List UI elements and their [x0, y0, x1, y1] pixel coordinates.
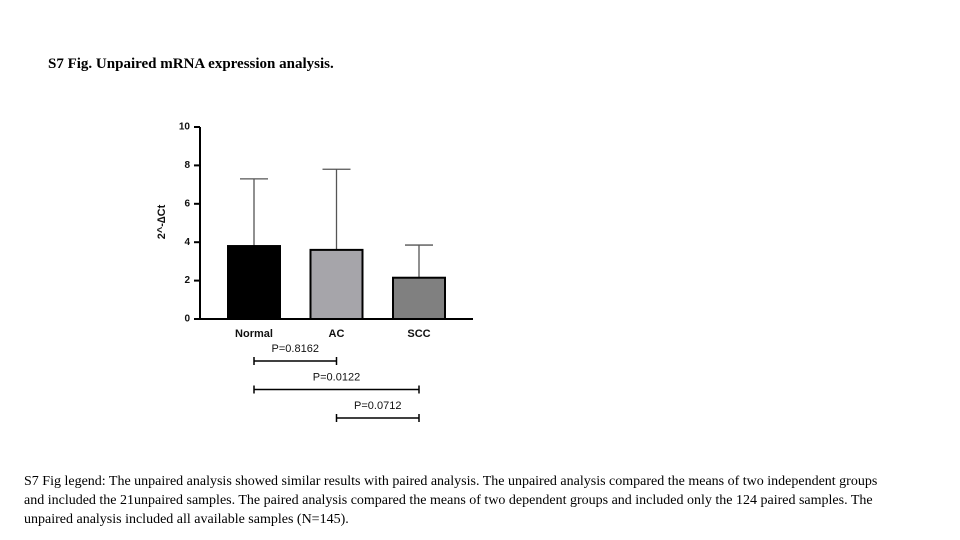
- y-tick-label: 2: [184, 275, 190, 286]
- y-tick-label: 6: [184, 198, 190, 209]
- p-value-label: P=0.0712: [354, 400, 401, 412]
- chart: 2^-∆Ct 0 2 4 6 8 10 Normal AC SCC P=0.8162 P=0.012…: [156, 122, 473, 422]
- y-tick-label: 0: [184, 314, 190, 325]
- y-tick-label: 8: [184, 160, 190, 171]
- bar: [392, 276, 446, 320]
- y-tick-label: 10: [179, 122, 191, 133]
- x-tick-label: Normal: [235, 328, 273, 340]
- bar: [309, 248, 364, 321]
- caption: S7 Fig legend: The unpaired analysis sho…: [24, 474, 878, 527]
- y-tick-label: 4: [184, 237, 190, 248]
- p-value-label: P=0.8162: [272, 343, 319, 355]
- y-axis-title: 2^-∆Ct: [156, 204, 168, 239]
- bar: [227, 245, 281, 320]
- x-tick-label: AC: [329, 328, 345, 340]
- heading: S7 Fig. Unpaired mRNA expression analysi…: [48, 56, 334, 72]
- p-value-label: P=0.0122: [313, 371, 360, 383]
- x-tick-label: SCC: [407, 328, 430, 340]
